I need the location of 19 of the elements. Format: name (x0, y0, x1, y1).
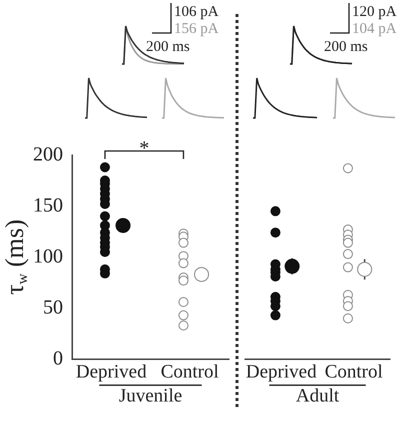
x-tick-label: Deprived (76, 362, 148, 383)
y-tick-label: 100 (33, 245, 63, 268)
text: 120 pA (352, 4, 397, 20)
text: 156 pA (174, 21, 219, 37)
y-tick-label: 0 (53, 347, 63, 370)
x-tick-label: Control (324, 362, 383, 383)
text: 104 pA (352, 21, 397, 37)
y-axis-title: τw (ms) (0, 219, 31, 295)
y-tick-label: 50 (43, 296, 63, 318)
text: 106 pA (174, 4, 219, 20)
text: Juvenile (118, 386, 182, 407)
y-tick-label: 200 (33, 143, 63, 166)
text: 200 ms (146, 39, 190, 55)
x-tick-label: Deprived (246, 362, 318, 383)
x-tick-label: Control (160, 362, 219, 383)
annotation: * (139, 137, 150, 160)
text: 200 ms (324, 39, 368, 55)
y-tick-label: 150 (33, 194, 63, 216)
text: Adult (296, 386, 340, 407)
